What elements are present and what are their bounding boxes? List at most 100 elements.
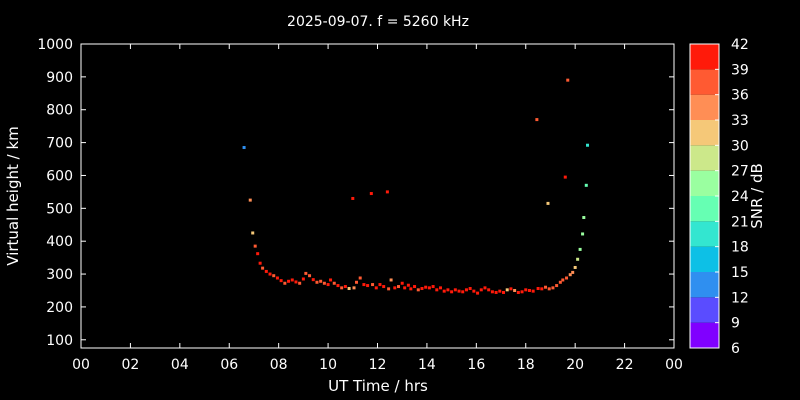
colorbar	[689, 43, 720, 349]
data-point	[272, 274, 276, 278]
data-point	[505, 288, 509, 292]
data-point	[573, 265, 577, 269]
data-point	[450, 290, 454, 294]
colorbar-tick-label: 12	[731, 290, 749, 306]
data-point	[442, 289, 446, 293]
data-point	[340, 286, 344, 290]
data-point	[431, 285, 435, 289]
data-point	[472, 289, 476, 293]
data-point	[582, 216, 586, 220]
data-point	[385, 190, 389, 194]
data-point	[544, 285, 548, 289]
colorbar-tick-label: 36	[731, 88, 749, 104]
data-point	[319, 279, 323, 283]
y-tick-label: 600	[46, 168, 73, 184]
data-point	[584, 183, 588, 187]
data-point	[264, 269, 268, 273]
x-tick-label: 04	[171, 357, 189, 373]
data-point	[301, 277, 305, 281]
data-point	[547, 287, 551, 291]
colorbar-segment	[690, 196, 719, 222]
colorbar-segment	[690, 272, 719, 298]
x-axis: 00 02 04 06 08 10 12 14 16 18 20 22 00	[72, 44, 683, 373]
x-axis-label: UT Time / hrs	[328, 377, 428, 395]
data-point	[374, 286, 378, 290]
data-point	[435, 288, 439, 292]
y-tick-label: 700	[46, 136, 73, 152]
data-point	[279, 279, 283, 283]
data-point	[409, 287, 413, 291]
data-point	[509, 287, 513, 291]
data-point	[369, 192, 373, 196]
data-point	[256, 252, 260, 256]
data-point	[362, 283, 366, 287]
data-point	[366, 284, 370, 288]
data-point	[397, 285, 401, 289]
data-point	[311, 278, 315, 282]
data-point	[546, 201, 550, 205]
data-point	[389, 278, 393, 282]
data-point	[315, 280, 319, 284]
data-point	[531, 289, 535, 293]
x-tick-label: 14	[418, 357, 436, 373]
data-point	[253, 244, 257, 248]
x-tick-label: 08	[270, 357, 288, 373]
data-point	[354, 280, 358, 284]
data-point	[326, 283, 330, 287]
data-point	[558, 280, 562, 284]
colorbar-tick-label: 21	[731, 214, 749, 230]
data-point	[563, 175, 567, 179]
data-point	[453, 288, 457, 292]
colorbar-tick-label: 42	[731, 37, 749, 53]
colorbar-tick-label: 9	[731, 316, 740, 332]
data-point	[536, 287, 540, 291]
data-point	[581, 232, 585, 236]
x-tick-label: 02	[122, 357, 140, 373]
data-point	[290, 278, 294, 282]
data-point	[420, 287, 424, 291]
data-point	[527, 288, 531, 292]
data-point	[332, 281, 336, 285]
data-point	[498, 289, 502, 293]
data-point	[382, 285, 386, 289]
colorbar-segment	[690, 69, 719, 95]
data-point	[343, 285, 347, 289]
colorbar-tick-label: 30	[731, 138, 749, 154]
data-point	[540, 287, 544, 291]
data-point	[476, 291, 480, 295]
data-point	[308, 274, 312, 278]
data-point	[336, 284, 340, 288]
data-point	[371, 283, 375, 287]
colorbar-segment	[690, 94, 719, 120]
data-point	[487, 288, 491, 292]
data-point	[352, 286, 356, 290]
colorbar-label: SNR / dB	[748, 163, 766, 229]
data-point	[248, 198, 252, 202]
x-tick-label: 12	[369, 357, 387, 373]
data-point	[490, 290, 494, 294]
data-point	[555, 284, 559, 288]
data-point	[502, 290, 506, 294]
colorbar-tick-label: 15	[731, 265, 749, 281]
data-point	[304, 271, 308, 275]
data-point	[566, 78, 570, 82]
data-point	[520, 290, 524, 294]
colorbar-segment	[690, 246, 719, 272]
colorbar-segment	[690, 297, 719, 323]
data-point	[586, 143, 590, 147]
data-point	[424, 285, 428, 289]
data-point	[457, 289, 461, 293]
data-point	[535, 118, 539, 122]
data-point	[524, 288, 528, 292]
y-axis-label: Virtual height / km	[4, 126, 22, 265]
data-point	[387, 287, 391, 291]
data-point	[468, 287, 472, 291]
data-point	[261, 266, 265, 270]
data-point	[576, 257, 580, 261]
data-point	[416, 288, 420, 292]
colorbar-tick-label: 27	[731, 164, 749, 180]
x-tick-label: 00	[72, 357, 90, 373]
data-point	[568, 273, 572, 277]
x-tick-label: 20	[566, 357, 584, 373]
